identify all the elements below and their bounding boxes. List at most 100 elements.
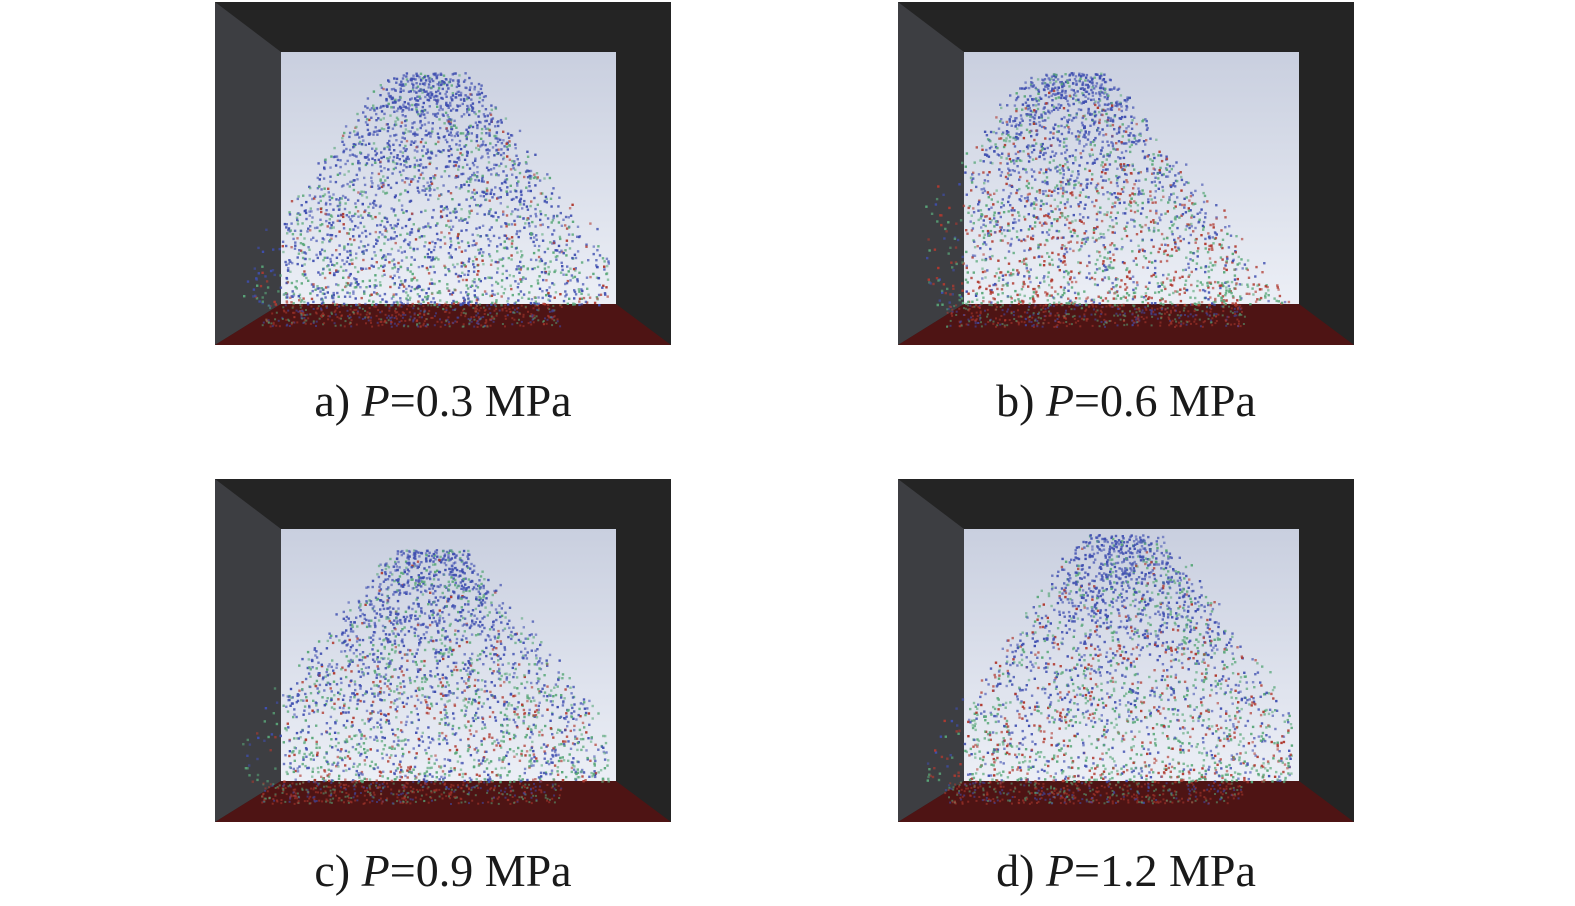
particle [1195,303,1198,306]
particle [408,104,411,107]
particle [550,192,554,195]
particle [947,252,950,255]
particle [462,323,465,326]
particle [1070,132,1074,135]
particle [414,140,417,143]
chamber-left-wall [898,2,964,345]
particle [574,293,578,296]
particle [1207,270,1210,273]
particle [332,294,335,297]
particle [1019,87,1022,90]
particle [1214,231,1217,235]
particle [1035,199,1038,202]
particle [1214,300,1217,303]
particle [481,143,484,146]
particle [1005,130,1009,133]
particle [396,109,399,113]
particle [996,200,999,204]
particle [607,262,610,265]
particle [418,312,421,315]
caption-letter: a) [314,375,351,426]
particle [354,202,357,205]
particle [319,314,322,317]
particle [1152,230,1156,233]
particle [488,276,492,279]
particle [392,295,395,298]
particle [515,190,518,193]
particle [389,134,392,138]
particle [411,103,414,107]
particle [1084,167,1087,171]
particle [989,292,992,295]
particle [485,187,489,190]
particle [303,257,306,261]
particle [447,190,450,193]
particle [445,309,448,311]
particle [936,220,939,223]
particle [1057,253,1060,256]
particle [1219,286,1222,290]
particle [1002,204,1005,207]
particle [379,301,382,304]
particle [474,121,478,124]
particle [367,243,370,247]
particle [993,275,997,278]
particle [1059,172,1062,175]
particle [1150,198,1153,201]
particle [388,156,392,159]
particle [1206,251,1210,254]
particle [287,267,290,270]
particle [451,291,455,294]
particle [1209,296,1212,299]
particle [324,296,327,299]
particle [415,91,418,94]
particle [334,180,338,184]
particle [501,272,504,276]
particle [393,110,396,113]
particle [456,134,460,137]
particle [470,139,473,143]
particle [1277,300,1280,303]
particle [413,304,416,307]
particle [984,270,987,273]
particle [560,249,563,252]
particle [473,318,476,321]
particle [442,135,446,139]
particle [439,193,443,196]
particle [1256,298,1259,301]
particle [565,293,568,296]
particle [300,299,304,302]
particle [491,317,494,320]
particle [406,294,410,297]
particle [1086,83,1089,87]
particle [1176,196,1179,199]
particle [1141,239,1144,242]
particle [321,298,324,301]
particle [375,238,378,241]
particle [549,241,552,244]
particle [358,140,362,144]
particle [393,237,396,240]
particle [468,88,471,92]
particle [411,272,414,276]
particle [1091,153,1094,156]
particle [375,119,378,122]
particle [476,126,479,130]
particle [510,223,514,226]
particle [1000,288,1004,291]
particle [386,220,389,224]
particle [1051,296,1055,299]
particle [342,149,346,152]
particle [961,261,964,264]
particle [364,229,367,233]
particle [450,119,453,122]
particle [418,227,421,230]
particle [1091,173,1094,176]
particle [1180,178,1184,182]
particle [1174,205,1177,208]
particle [391,97,395,100]
particle [1050,224,1053,228]
particle [475,284,478,288]
particle [1128,194,1132,197]
particle [456,262,459,266]
